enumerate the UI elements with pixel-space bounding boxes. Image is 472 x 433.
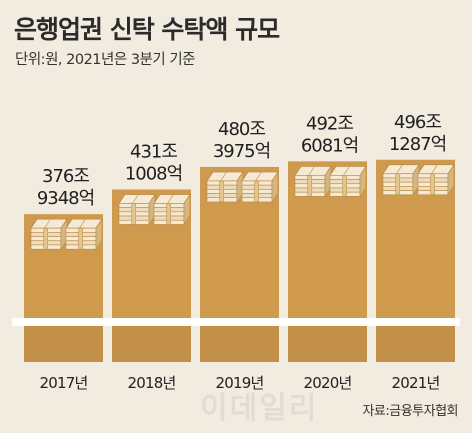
x-tick-label: 2019년 — [216, 374, 264, 392]
white-band — [12, 318, 460, 326]
bar-lower — [112, 326, 191, 362]
money-stack-left — [30, 218, 68, 251]
money-stack-left — [206, 170, 244, 203]
value-label-minor: 3975억 — [213, 141, 270, 162]
money-stack-right — [417, 163, 455, 196]
value-label-major: 431조 — [130, 141, 177, 162]
x-tick-label: 2021년 — [392, 374, 440, 392]
value-label-minor: 6081억 — [301, 135, 358, 156]
money-stack-right — [329, 165, 367, 198]
watermark: 이데일리 — [200, 391, 319, 426]
bar-lower — [200, 326, 279, 362]
bar-lower — [376, 326, 455, 362]
value-label-minor: 1008억 — [125, 163, 182, 184]
money-stack-right — [65, 218, 103, 251]
value-label-minor: 9348억 — [37, 188, 94, 209]
value-label-major: 492조 — [306, 113, 353, 134]
bar-lower — [24, 326, 103, 362]
chart-subtitle: 단위:원, 2021년은 3분기 기준 — [15, 52, 196, 68]
value-label-minor: 1287억 — [389, 134, 446, 155]
chart-title: 은행업권 신탁 수탁액 규모 — [14, 15, 280, 44]
x-tick-label: 2017년 — [40, 374, 88, 392]
money-stack-left — [294, 165, 332, 198]
money-stack-right — [241, 170, 279, 203]
value-label-major: 480조 — [218, 119, 265, 140]
money-stack-left — [118, 193, 156, 226]
value-label-major: 376조 — [42, 166, 89, 187]
source-note: 자료:금융투자협회 — [362, 404, 458, 419]
bar-5 — [376, 159, 455, 362]
x-tick-label: 2020년 — [304, 374, 352, 392]
bar-3 — [200, 166, 279, 362]
bar-1 — [24, 214, 103, 362]
x-tick-label: 2018년 — [128, 374, 176, 392]
value-label-major: 496조 — [394, 112, 441, 133]
money-stack-right — [153, 193, 191, 226]
bar-2 — [112, 189, 191, 362]
bar-lower — [288, 326, 367, 362]
bar-4 — [288, 161, 367, 362]
money-stack-left — [382, 163, 420, 196]
